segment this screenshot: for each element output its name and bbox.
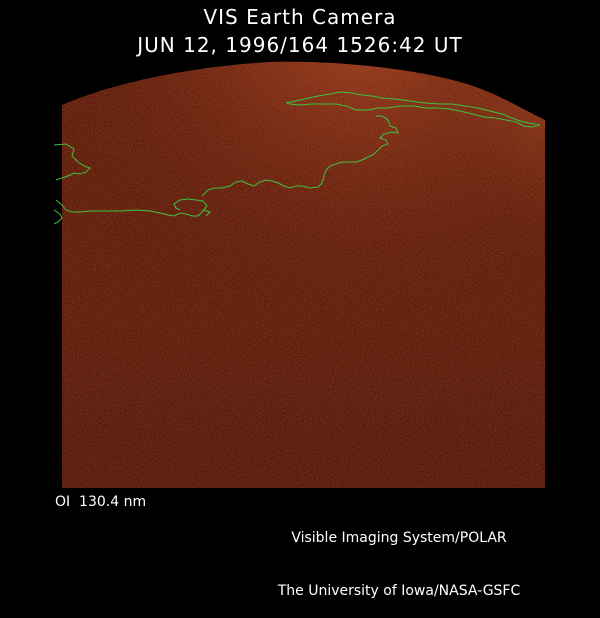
earth-disk (62, 61, 545, 488)
filter-label: OI 130.4 nm (55, 494, 147, 510)
earth-image-svg (53, 61, 545, 488)
coastline-north (285, 91, 541, 128)
coastline-south (53, 115, 399, 225)
earth-camera-image (53, 61, 545, 488)
camera-title: VIS Earth Camera (203, 5, 397, 29)
credit-institution: The University of Iowa/NASA-GSFC (277, 583, 521, 599)
coastline-overlay (53, 91, 541, 225)
observation-timestamp: JUN 12, 1996/164 1526:42 UT (137, 33, 463, 57)
credit-instrument: Visible Imaging System/POLAR (291, 530, 507, 546)
credit-block: Visible Imaging System/POLAR The Univers… (253, 494, 545, 618)
